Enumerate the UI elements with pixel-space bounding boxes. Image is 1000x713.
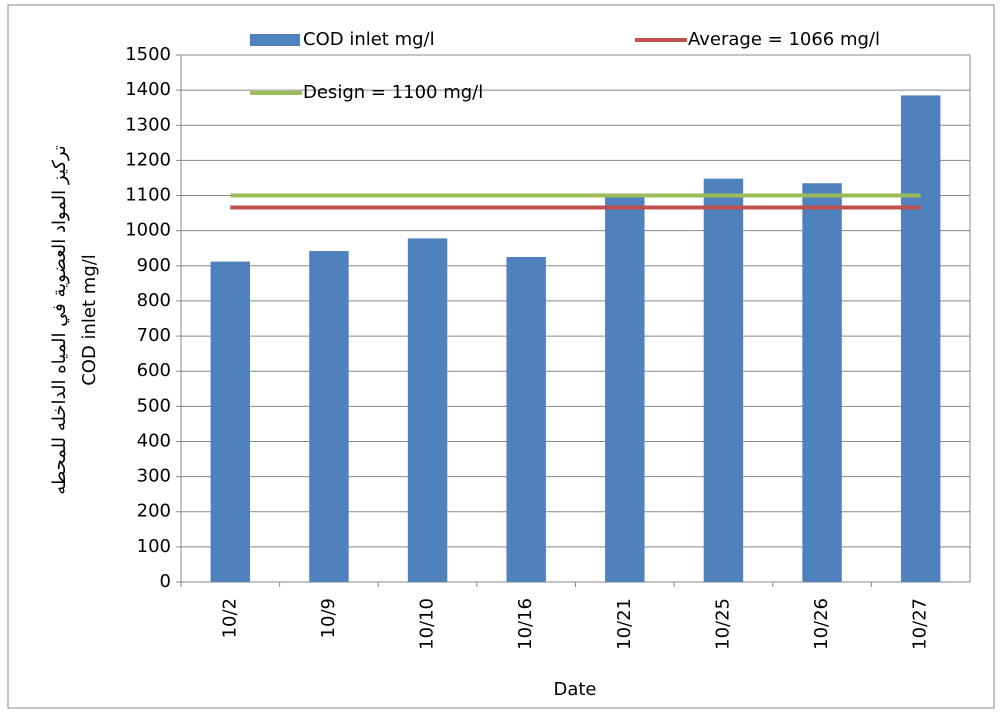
y-tick-label: 1400 [125,79,171,100]
legend-label: Average = 1066 mg/l [688,29,880,50]
chart-border [7,4,995,709]
x-tick-label: 10/10 [417,598,438,650]
x-tick-label: 10/26 [811,598,832,650]
x-tick-label: 10/9 [318,598,339,638]
y-axis-label: COD inlet mg/l [79,254,100,386]
x-tick-label: 10/16 [515,598,536,650]
legend-label: Design = 1100 mg/l [303,82,483,103]
x-axis-label: Date [553,679,596,700]
legend-swatch [250,34,300,46]
bar [210,261,251,582]
legend-label: COD inlet mg/l [303,29,435,50]
y-tick-label: 400 [137,430,171,451]
bar [506,257,546,582]
bar [407,238,448,582]
y-tick-label: 300 [137,466,171,487]
y-tick-label: 0 [160,571,171,592]
x-tick-label: 10/25 [712,598,733,650]
bar [900,95,941,583]
bar [309,251,349,582]
y-tick-label: 500 [137,395,171,416]
y-tick-label: 1300 [125,114,171,135]
y-axis-label: تركيز المواد العضوية في المياه الداخله ل… [49,145,70,495]
y-tick-label: 1100 [125,185,171,206]
x-tick-label: 10/2 [219,598,240,638]
y-tick-label: 1500 [125,44,171,65]
y-tick-label: 900 [137,255,171,276]
y-tick-label: 1200 [125,149,171,170]
y-tick-label: 600 [137,360,171,381]
y-tick-label: 100 [137,536,171,557]
y-tick-label: 1000 [125,220,171,241]
y-tick-label: 800 [137,290,171,311]
x-tick-label: 10/27 [910,598,931,650]
y-tick-label: 200 [137,501,171,522]
x-tick-label: 10/21 [614,598,635,650]
bar [802,183,842,582]
y-tick-label: 700 [137,325,171,346]
bar [605,195,645,583]
bar [703,178,744,583]
